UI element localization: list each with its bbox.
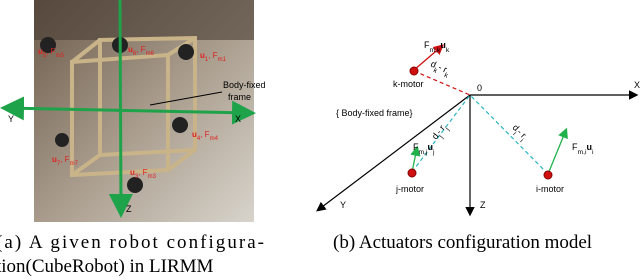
force-arrow [548, 130, 566, 174]
axis-label: Z [126, 204, 132, 214]
motor-name: j-motor [395, 184, 424, 194]
distance-line [470, 95, 548, 174]
distance-label: dk- rk [428, 59, 453, 80]
caption: (a) A given robot configura- [0, 232, 264, 253]
origin-label: 0 [477, 83, 482, 93]
motor-name: k-motor [393, 79, 424, 89]
label-part: , F [200, 130, 209, 139]
label-part: m1 [218, 57, 227, 63]
label-part: k [446, 47, 450, 54]
axis-line [120, 0, 121, 212]
label-part: m6 [146, 51, 155, 57]
axis-label: Y [340, 200, 346, 210]
label-part: i [592, 149, 594, 156]
label-part: m7 [70, 161, 79, 167]
axis-label: Y [8, 114, 14, 124]
axis-label: X [634, 80, 640, 90]
label-part: , F [136, 45, 145, 54]
label-part: , F [46, 47, 55, 56]
label-part: m4 [210, 136, 219, 142]
label-part: j [432, 149, 435, 156]
motor-dot [544, 171, 552, 179]
distance-label: di- ri [508, 122, 530, 144]
label-part: , F [60, 155, 69, 164]
motor-dot [410, 67, 418, 75]
axis-label: X [235, 114, 241, 124]
label-part: m3 [148, 174, 157, 180]
caption: (b) Actuators configuration model [333, 232, 592, 253]
label-part: m5 [56, 53, 65, 59]
figure: Y X Z Body-fixed frame 0 X Y Z { Body-fi… [0, 0, 644, 280]
frame-label: { Body-fixed frame} [336, 108, 413, 118]
motor-name: i-motor [536, 184, 564, 194]
frame-label: frame [228, 92, 251, 102]
label-part: , F [138, 168, 147, 177]
caption: tion(CubeRobot) in LIRMM [0, 256, 214, 277]
page: Y X Z Body-fixed frame 0 X Y Z { Body-fi… [0, 0, 644, 280]
force-label: Fm,kuk [424, 40, 450, 54]
axis-label: Z [480, 200, 486, 210]
frame-label: Body-fixed [223, 80, 266, 90]
force-label: Fm,iui [572, 142, 594, 156]
motor-dot [408, 169, 416, 177]
label-part: m,k [430, 47, 441, 54]
label-part: , F [208, 51, 217, 60]
